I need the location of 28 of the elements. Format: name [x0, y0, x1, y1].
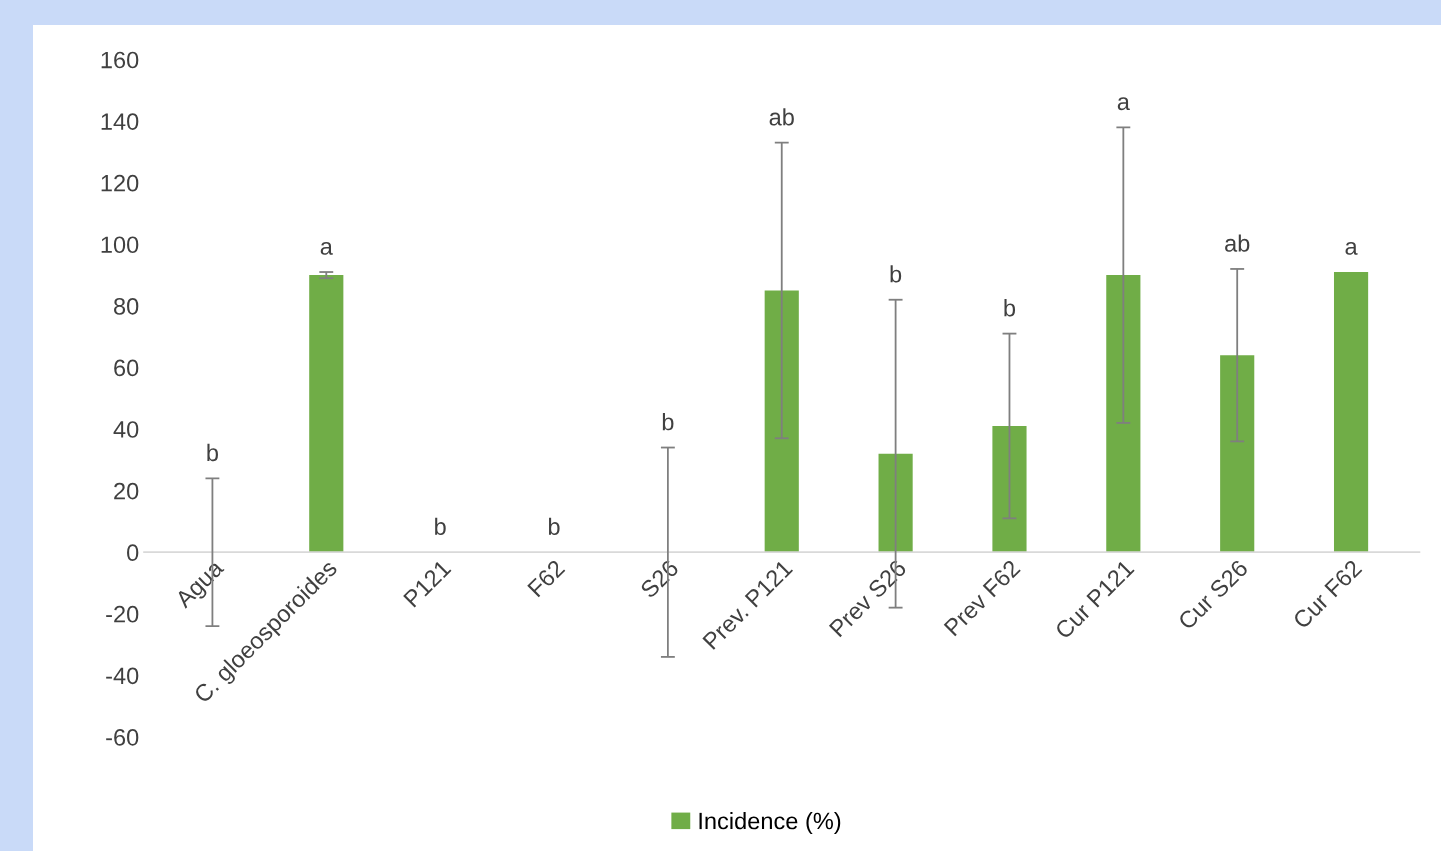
annotation: a	[1345, 241, 1358, 255]
x-tick-label: Cur S26	[1177, 558, 1249, 631]
annotation: a	[1117, 97, 1130, 111]
annotation: b	[890, 265, 902, 283]
y-tick-label: 100	[101, 236, 139, 254]
legend-label: Incidence (%)	[699, 812, 841, 834]
y-tick-label: 80	[114, 297, 139, 315]
annotation: b	[1004, 299, 1016, 317]
annotation: a	[320, 241, 333, 255]
y-tick-label: 0	[127, 544, 139, 562]
y-tick-label: 140	[101, 113, 139, 130]
x-tick-label: Cur F62	[1292, 559, 1363, 630]
annotation: b	[548, 517, 560, 536]
annotation: ab	[769, 108, 794, 126]
y-tick-label: -40	[106, 667, 139, 685]
y-tick-label: -20	[106, 605, 139, 623]
annotation: b	[662, 413, 674, 431]
y-tick-label: 60	[114, 359, 139, 377]
x-tick-label: S26	[639, 558, 680, 599]
annotation: b	[207, 443, 218, 462]
y-tick-label: 120	[101, 174, 139, 192]
y-tick-label: -60	[106, 729, 139, 746]
x-tick-label: F62	[527, 559, 566, 598]
y-tick-label: 160	[101, 51, 139, 69]
annotation: b	[435, 517, 446, 536]
y-tick-label: 20	[114, 482, 139, 500]
y-tick-label: 40	[113, 421, 139, 438]
annotation: ab	[1225, 234, 1250, 252]
